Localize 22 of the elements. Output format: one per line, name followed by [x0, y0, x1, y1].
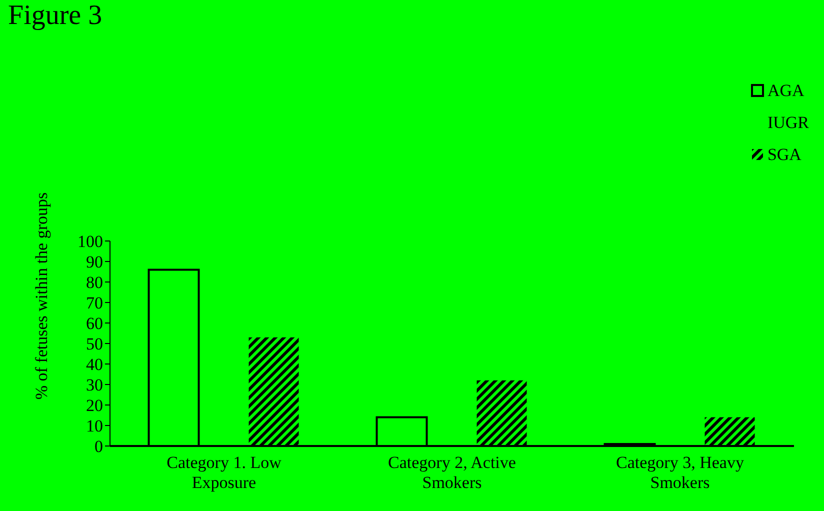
y-tick-label: 70 [86, 294, 103, 313]
text: IUGR [767, 112, 809, 134]
y-tick-label: 80 [86, 273, 103, 292]
y-tick-label: 60 [86, 314, 103, 334]
y-tick-label: 100 [78, 232, 103, 252]
x-tick-label: Category 3, Heavy Smokers [616, 453, 744, 492]
y-tick-label: 0 [94, 437, 103, 456]
x-tick-label: Category 1. Low Exposure [166, 453, 282, 492]
y-tick-label: 90 [86, 252, 103, 272]
y-tick-label: 20 [86, 396, 103, 416]
y-tick-label: 40 [86, 355, 103, 374]
bar [248, 337, 299, 446]
bar [704, 417, 755, 446]
chart-title: Figure 3 [8, 0, 102, 32]
bar [476, 380, 527, 446]
y-tick-label: 30 [86, 376, 103, 395]
legend-label: AGA [767, 80, 804, 102]
x-tick-label: Category 2, Active Smokers [388, 453, 516, 492]
legend-label: SGA [767, 144, 802, 166]
y-axis-title: % of fetuses within the groups [32, 192, 52, 400]
y-tick-label: 50 [86, 334, 103, 354]
y-tick-label: 10 [86, 416, 103, 436]
